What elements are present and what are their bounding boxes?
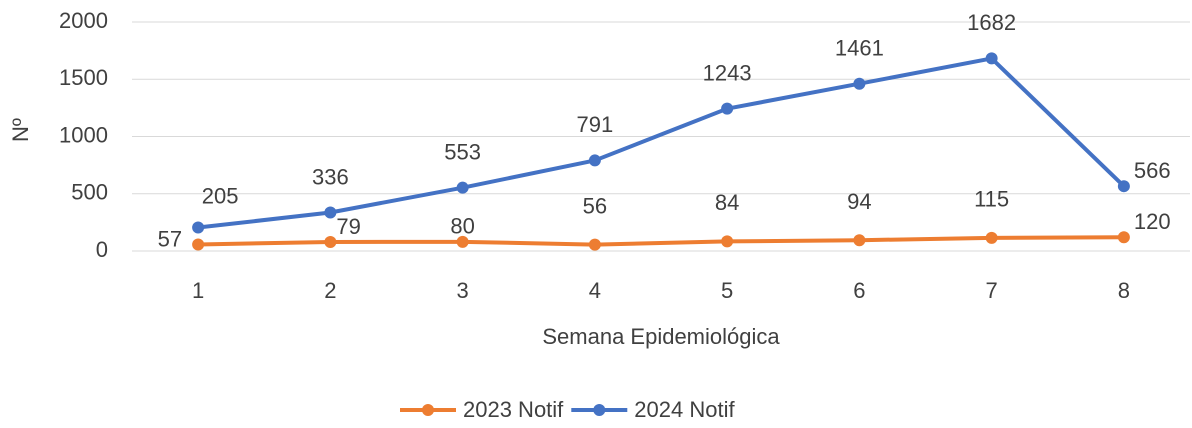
x-tick-label: 4	[589, 278, 601, 303]
data-label: 1682	[967, 10, 1016, 35]
data-point	[853, 234, 866, 247]
y-tick-label: 500	[71, 180, 108, 205]
data-label: 1243	[703, 60, 752, 85]
y-tick-label: 1000	[59, 122, 108, 147]
x-tick-label: 6	[853, 278, 865, 303]
x-tick-label: 1	[192, 278, 204, 303]
series-line	[197, 56, 1126, 230]
data-label: 79	[336, 214, 360, 239]
data-point	[1117, 231, 1130, 244]
data-point	[192, 221, 205, 234]
y-tick-label: 1500	[59, 65, 108, 90]
data-label: 115	[974, 187, 1009, 212]
data-point	[1117, 180, 1130, 193]
y-axis-title: Nº	[8, 118, 33, 142]
data-label: 336	[312, 164, 349, 189]
x-tick-label: 5	[721, 278, 733, 303]
data-point	[456, 181, 469, 194]
y-tick-label: 0	[96, 237, 108, 262]
data-label: 57	[158, 226, 182, 251]
data-point	[588, 238, 601, 251]
data-label: 553	[444, 139, 481, 164]
data-label: 205	[202, 183, 239, 208]
legend-label: 2023 Notif	[463, 397, 564, 422]
data-label: 80	[450, 214, 474, 239]
data-point	[192, 238, 205, 251]
data-point	[853, 77, 866, 90]
data-point	[588, 154, 601, 167]
legend-label: 2024 Notif	[634, 397, 735, 422]
data-label: 120	[1134, 209, 1171, 234]
legend-marker	[593, 404, 606, 416]
data-point	[456, 235, 469, 248]
data-point	[985, 231, 998, 244]
data-label: 94	[847, 189, 871, 214]
data-point	[324, 206, 337, 219]
x-tick-label: 7	[986, 278, 998, 303]
data-label: 56	[583, 193, 607, 218]
legend-marker	[422, 404, 434, 416]
x-tick-label: 2	[324, 278, 336, 303]
data-point	[324, 235, 337, 248]
data-label: 84	[715, 190, 739, 215]
x-tick-label: 3	[457, 278, 469, 303]
y-tick-label: 2000	[59, 8, 108, 33]
data-label: 1461	[835, 36, 884, 61]
series-line	[198, 235, 1124, 247]
data-point	[721, 235, 734, 248]
data-label: 791	[577, 112, 614, 137]
x-axis-title: Semana Epidemiológica	[542, 324, 780, 349]
x-tick-label: 8	[1118, 278, 1130, 303]
data-label: 566	[1134, 158, 1171, 183]
data-point	[721, 102, 734, 115]
data-point	[985, 52, 998, 65]
